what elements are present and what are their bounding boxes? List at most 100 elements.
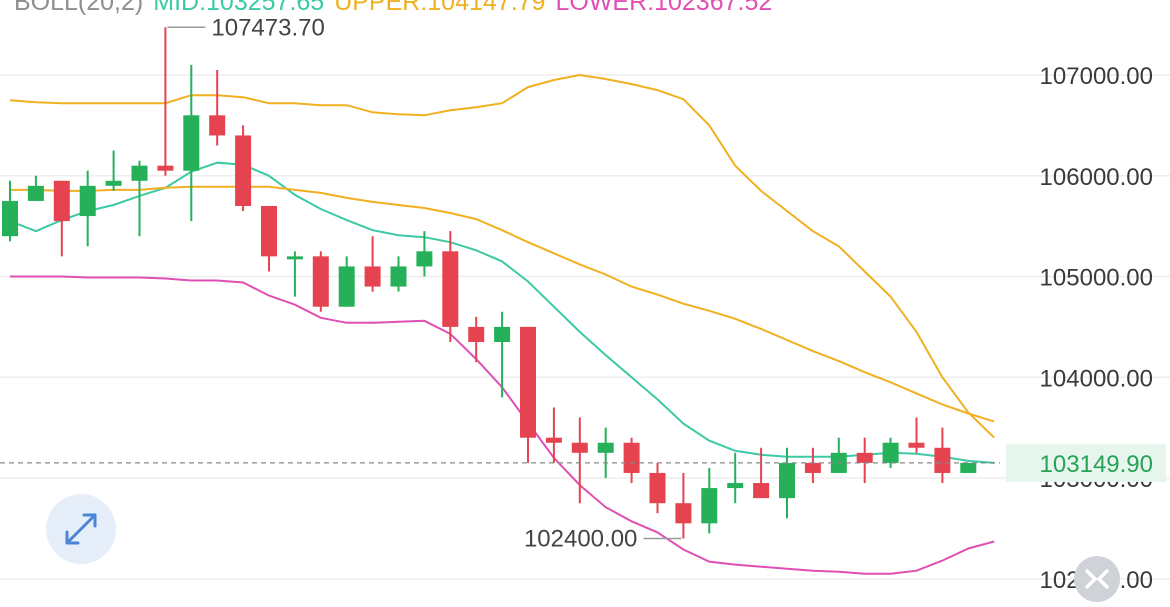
series-line-mid_long — [10, 185, 995, 423]
candle-body — [597, 442, 614, 453]
candle-down — [468, 316, 485, 363]
candle-body — [131, 165, 148, 181]
candle-up — [105, 150, 122, 191]
candle-down — [364, 236, 381, 292]
candle-up — [830, 437, 847, 473]
candle-up — [286, 251, 303, 297]
candle-down — [571, 417, 588, 504]
low-annotation: 102400.00 — [524, 525, 637, 552]
candle-body — [235, 135, 252, 206]
candle-body — [390, 266, 407, 287]
candle-body — [105, 180, 122, 186]
candle-body — [520, 326, 536, 438]
y-tick-label: 104000.00 — [1040, 365, 1153, 392]
candle-up — [882, 437, 899, 468]
candle-body — [494, 326, 511, 342]
y-tick-label: 105000.00 — [1040, 265, 1153, 292]
candle-down — [261, 205, 277, 272]
candle-down — [804, 447, 821, 484]
candle-body — [960, 462, 977, 473]
candle-down — [649, 462, 666, 514]
candle-body — [856, 452, 873, 463]
candle-up — [79, 170, 96, 247]
candle-down — [908, 417, 925, 453]
candle-body — [727, 483, 744, 489]
candle-up — [183, 64, 200, 222]
candle-body — [53, 180, 70, 222]
candle-down — [934, 427, 951, 484]
candle-body — [261, 205, 277, 257]
series-line-mid_short — [9, 161, 995, 464]
overlay: 107473.70 102400.00 — [0, 14, 1000, 552]
expand-button[interactable] — [46, 494, 116, 564]
indicator-header: BOLL(20,2) MID:103257.65 UPPER:104147.79 LO… — [14, 0, 782, 17]
candle-up — [2, 180, 18, 242]
candle-up — [338, 256, 355, 307]
candle-body — [209, 115, 226, 136]
candle-body — [804, 462, 821, 473]
candle-up — [416, 231, 433, 277]
candle-down — [675, 472, 692, 539]
candle-down — [753, 447, 770, 499]
candle-body — [338, 266, 355, 307]
candle-down — [856, 437, 873, 484]
candle-body — [416, 251, 433, 267]
candle-down — [520, 326, 536, 463]
high-annotation: 107473.70 — [211, 14, 324, 41]
candle-body — [753, 483, 770, 499]
candle-body — [27, 185, 44, 201]
candle-body — [675, 503, 692, 524]
candles — [2, 27, 977, 539]
collapse-button[interactable] — [1074, 556, 1120, 602]
candle-body — [364, 266, 381, 287]
candle-body — [183, 115, 200, 171]
candle-body — [545, 437, 562, 443]
expand-arrows-icon — [65, 513, 97, 545]
candle-body — [286, 256, 303, 260]
y-axis-labels: 107000.00106000.00105000.00104000.001030… — [1006, 63, 1166, 594]
lower-value: LOWER:102367.52 — [555, 0, 773, 16]
candle-body — [882, 442, 899, 463]
candle-down — [53, 180, 70, 257]
candle-body — [649, 472, 666, 504]
candle-body — [312, 256, 329, 307]
candle-body — [701, 488, 718, 524]
candle-body — [908, 442, 925, 448]
candle-up — [779, 447, 795, 519]
candle-down — [157, 27, 174, 176]
candle-up — [131, 160, 148, 237]
candle-up — [960, 462, 977, 473]
mid-value: MID:103257.65 — [153, 0, 325, 16]
last-price-label: 103149.90 — [1040, 451, 1153, 478]
candle-down — [312, 251, 329, 312]
candle-down — [623, 437, 640, 484]
candle-up — [701, 467, 718, 534]
candle-up — [727, 452, 744, 504]
grid-lines — [0, 74, 1170, 580]
candle-body — [157, 165, 174, 171]
candle-down — [235, 125, 252, 212]
candle-body — [468, 326, 485, 342]
candle-body — [934, 447, 951, 473]
candle-up — [597, 427, 614, 478]
boll-label: BOLL(20,2) — [14, 0, 144, 16]
candle-body — [623, 442, 640, 473]
candle-body — [79, 185, 96, 217]
candle-down — [545, 407, 562, 463]
candle-body — [779, 462, 795, 499]
series-line-upper — [9, 73, 995, 439]
y-tick-label: 107000.00 — [1040, 63, 1153, 90]
upper-value: UPPER:104147.79 — [334, 0, 546, 16]
candle-down — [442, 231, 459, 342]
y-tick-label: 106000.00 — [1040, 164, 1153, 191]
collapse-icon — [1085, 569, 1109, 589]
candle-up — [494, 311, 511, 398]
candle-up — [27, 175, 44, 201]
candle-body — [2, 200, 18, 237]
candle-body — [442, 251, 459, 327]
last-price-label-bg — [1006, 443, 1166, 482]
candle-down — [209, 69, 226, 146]
candle-up — [390, 256, 407, 292]
candle-body — [571, 442, 588, 453]
